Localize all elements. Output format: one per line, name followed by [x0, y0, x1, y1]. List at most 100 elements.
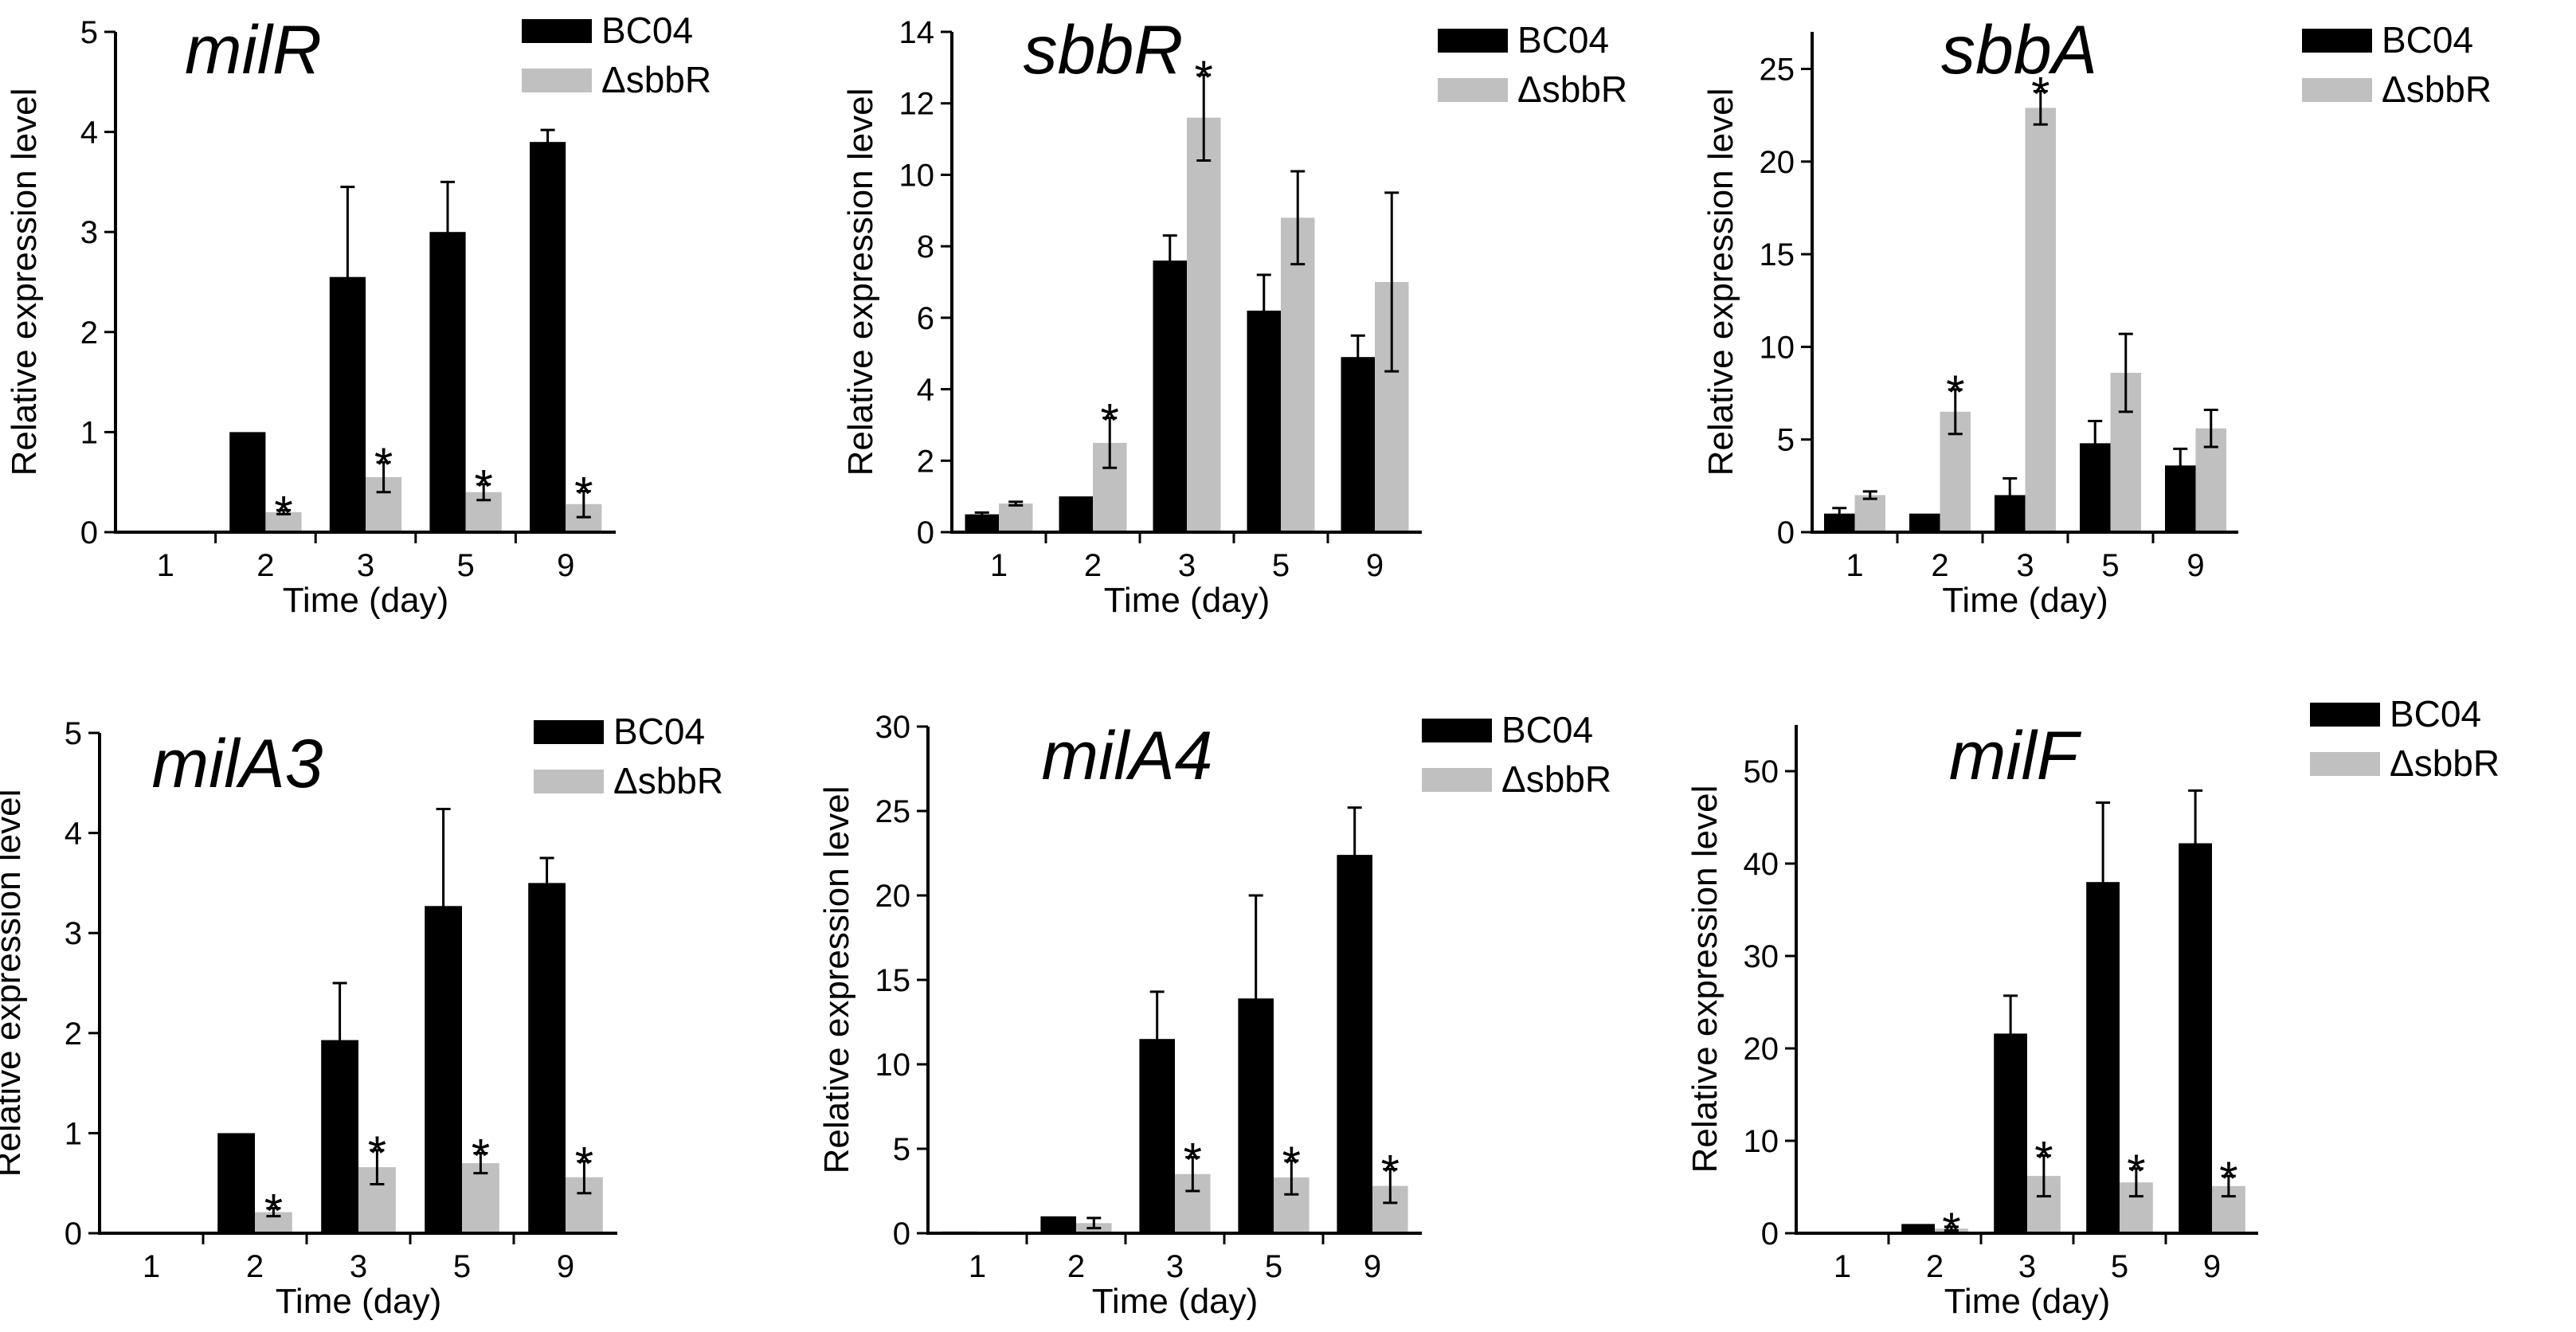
y-tick-label: 0 — [893, 1216, 910, 1252]
y-tick-label: 40 — [1744, 847, 1779, 882]
x-tick-label: 2 — [256, 548, 274, 583]
significance-star: * — [1195, 51, 1213, 104]
bar-bc04-day9 — [1341, 357, 1375, 532]
x-tick-label: 2 — [1926, 1249, 1944, 1284]
significance-star: * — [2219, 1152, 2237, 1205]
chart-panel: * * * 0 5 10 15 20 25 30 1 2 3 5 9 Time (day) Relative e… — [817, 709, 1611, 1321]
significance-star: * — [472, 1130, 490, 1183]
legend-swatch — [1422, 768, 1492, 792]
bar-dsbbr-day5 — [1281, 217, 1315, 532]
chart-title: sbbR — [1024, 12, 1184, 88]
x-tick-label: 2 — [246, 1249, 264, 1284]
legend-label: ΔsbbR — [2390, 742, 2500, 784]
x-tick-label: 9 — [2186, 548, 2204, 583]
bar-bc04-day2 — [1901, 1224, 1935, 1233]
y-tick-label: 50 — [1744, 754, 1779, 789]
bar-bc04-day9 — [530, 142, 566, 532]
y-tick-label: 2 — [65, 1017, 82, 1052]
y-axis-title: Relative expression level — [1685, 785, 1725, 1173]
bar-bc04-day2 — [1909, 513, 1940, 532]
x-tick-label: 3 — [350, 1249, 367, 1284]
legend-label: ΔsbbR — [613, 760, 723, 801]
significance-star: * — [574, 468, 593, 521]
x-tick-label: 5 — [1265, 1249, 1282, 1284]
bar-dsbbr-day3 — [1187, 117, 1221, 532]
y-tick-label: 4 — [80, 116, 98, 151]
legend-label: BC04 — [2390, 693, 2481, 735]
x-tick-label: 5 — [2111, 1249, 2128, 1284]
chart-panel: * * 0 5 10 15 20 25 1 2 3 5 9 Time (day) Relative expr… — [1701, 12, 2492, 620]
chart-title: milF — [1949, 718, 2082, 794]
y-tick-label: 8 — [917, 229, 934, 264]
legend-label: BC04 — [601, 10, 693, 51]
legend-swatch — [534, 720, 604, 744]
y-tick-label: 30 — [1744, 939, 1779, 974]
x-tick-label: 9 — [557, 548, 574, 583]
significance-star: * — [374, 438, 393, 492]
significance-star: * — [264, 1185, 283, 1238]
significance-star: * — [368, 1126, 386, 1180]
y-tick-label: 20 — [875, 879, 911, 914]
y-tick-label: 5 — [65, 716, 82, 751]
y-tick-label: 10 — [899, 158, 935, 193]
legend-swatch — [1438, 78, 1508, 102]
significance-star: * — [1184, 1134, 1202, 1187]
legend-label: BC04 — [613, 711, 705, 752]
y-tick-label: 0 — [80, 515, 98, 550]
y-tick-label: 0 — [917, 515, 934, 550]
significance-star: * — [1946, 366, 1964, 419]
bar-bc04-day2 — [229, 432, 266, 532]
chart-title: milA4 — [1041, 718, 1212, 794]
chart-panel: * * * * 0 1 2 3 4 5 1 2 3 5 9 Time (day) Relative expres… — [5, 10, 711, 620]
legend-swatch — [2302, 29, 2372, 53]
y-tick-label: 4 — [65, 817, 82, 852]
x-tick-label: 5 — [453, 1249, 471, 1284]
y-tick-label: 0 — [1761, 1216, 1779, 1252]
x-tick-label: 2 — [1084, 548, 1102, 583]
significance-star: * — [575, 1138, 593, 1191]
x-tick-label: 5 — [2101, 548, 2119, 583]
legend-label: ΔsbbR — [601, 59, 711, 100]
y-tick-label: 25 — [1760, 53, 1795, 88]
x-tick-label: 9 — [2203, 1249, 2221, 1284]
significance-star: * — [274, 486, 292, 539]
bar-dsbbr-day5 — [462, 1163, 499, 1233]
x-tick-label: 3 — [2016, 548, 2034, 583]
x-tick-label: 1 — [1834, 1249, 1851, 1284]
significance-star: * — [2127, 1145, 2145, 1198]
chart-title: sbbA — [1941, 12, 2097, 88]
x-tick-label: 1 — [1846, 548, 1863, 583]
bar-bc04-day9 — [1337, 855, 1372, 1233]
x-tick-label: 3 — [357, 548, 374, 583]
x-axis-title: Time (day) — [1104, 581, 1270, 620]
significance-star: * — [1282, 1137, 1301, 1190]
legend-label: BC04 — [2382, 19, 2473, 61]
bar-bc04-day1 — [965, 514, 999, 532]
legend-swatch — [2310, 703, 2380, 727]
x-axis-title: Time (day) — [276, 1282, 442, 1321]
bar-dsbbr-day1 — [999, 503, 1033, 532]
bar-dsbbr-day2 — [265, 511, 302, 532]
y-tick-label: 5 — [1777, 423, 1795, 458]
x-tick-label: 2 — [1931, 548, 1948, 583]
x-tick-label: 1 — [143, 1249, 160, 1284]
y-tick-label: 25 — [875, 794, 911, 829]
y-tick-label: 30 — [875, 710, 911, 745]
x-axis-title: Time (day) — [1944, 1282, 2111, 1321]
chart-title: milA3 — [151, 726, 323, 802]
y-tick-label: 15 — [875, 963, 911, 998]
bar-bc04-day9 — [528, 883, 566, 1233]
x-tick-label: 1 — [969, 1249, 986, 1284]
bar-bc04-day2 — [217, 1133, 255, 1233]
y-tick-label: 10 — [1744, 1124, 1779, 1159]
x-tick-label: 2 — [1067, 1249, 1085, 1284]
significance-star: * — [2034, 1132, 2053, 1185]
bar-dsbbr-day1 — [1854, 495, 1885, 532]
y-axis-title: Relative expression level — [817, 786, 856, 1174]
y-tick-label: 0 — [65, 1216, 82, 1252]
legend-swatch — [534, 770, 604, 793]
legend-label: BC04 — [1517, 19, 1609, 61]
x-tick-label: 3 — [1178, 548, 1196, 583]
